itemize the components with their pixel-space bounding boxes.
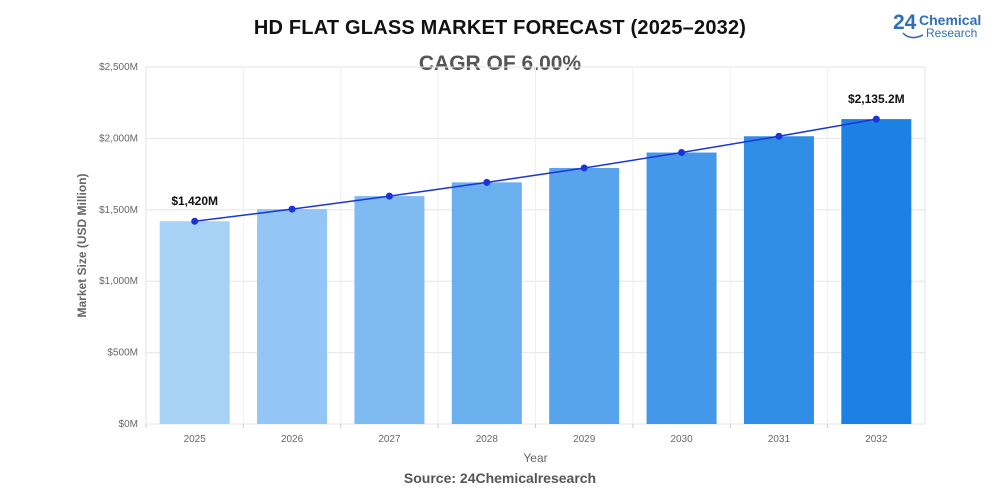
data-label: $1,420M	[171, 194, 218, 208]
bar	[841, 119, 912, 424]
trend-point	[483, 178, 491, 186]
bar	[646, 152, 717, 424]
source-note: Source: 24Chemicalresearch	[403, 470, 597, 486]
x-tick-label: 2026	[281, 434, 304, 445]
y-tick-label: $500M	[107, 348, 138, 359]
x-tick-label: 2029	[573, 434, 596, 445]
bar	[451, 182, 522, 424]
x-tick-label: 2032	[865, 434, 888, 445]
logo-line-1: Chemical	[919, 12, 982, 28]
x-tick-label: 2025	[184, 434, 207, 445]
trend-point	[678, 149, 686, 157]
y-tick-label: $0M	[119, 419, 138, 430]
logo-number: 24	[893, 11, 917, 34]
trend-point	[872, 115, 880, 123]
bar	[257, 209, 328, 424]
bar	[549, 167, 620, 424]
trend-point	[385, 192, 393, 200]
bar	[354, 196, 425, 424]
logo-swoosh-icon	[902, 32, 924, 39]
bar	[159, 221, 230, 424]
trend-line	[194, 118, 877, 222]
y-tick-label: $1,000M	[99, 276, 138, 287]
x-tick-label: 2030	[670, 434, 693, 445]
data-label: $2,135.2M	[848, 92, 905, 106]
logo-line-2: Research	[926, 26, 978, 40]
y-tick-label: $2,000M	[99, 133, 138, 144]
chart-subtitle: CAGR OF 6.00%	[418, 52, 582, 75]
trend-point	[288, 205, 296, 213]
x-tick-label: 2028	[476, 434, 499, 445]
trend-point	[191, 217, 199, 225]
x-tick-label: 2031	[768, 434, 791, 445]
trend-point	[775, 132, 783, 140]
bar	[743, 136, 814, 424]
brand-logo: 24 Chemical Research	[893, 11, 993, 41]
x-axis-title: Year	[523, 451, 547, 465]
trend-point	[580, 164, 588, 172]
chart-title: HD FLAT GLASS MARKET FORECAST (2025–2032…	[253, 17, 747, 39]
y-axis-title: Market Size (USD Million)	[75, 173, 89, 317]
y-tick-label: $1,500M	[99, 205, 138, 216]
y-tick-label: $2,500M	[99, 62, 138, 73]
x-tick-label: 2027	[378, 434, 401, 445]
